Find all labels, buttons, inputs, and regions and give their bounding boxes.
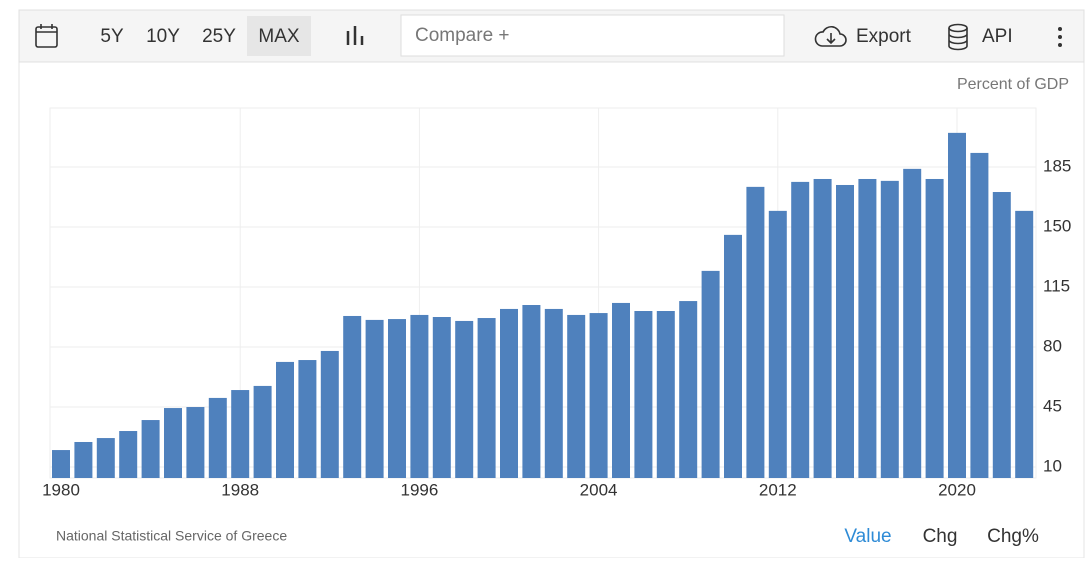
tab[interactable]: Chg (923, 526, 958, 547)
y-tick-label: 10 (1043, 457, 1062, 476)
bar (52, 450, 70, 478)
x-tick-label: 2004 (580, 480, 618, 499)
bar (1015, 210, 1034, 478)
bar (320, 350, 339, 478)
bar (701, 270, 720, 478)
bar (500, 308, 518, 478)
bar (903, 168, 922, 478)
y-tick-label: 185 (1043, 156, 1071, 175)
y-tick-label: 80 (1043, 336, 1062, 355)
bar (365, 319, 384, 478)
active-range (247, 16, 311, 56)
bar (544, 308, 563, 478)
bar (679, 301, 698, 478)
x-tick-label: 1996 (400, 480, 438, 499)
bar (858, 178, 877, 478)
bar (880, 180, 899, 478)
y-tick-label: 45 (1043, 397, 1062, 416)
bar (612, 302, 630, 478)
bar (186, 407, 205, 478)
bar (119, 431, 138, 478)
bar (164, 408, 182, 478)
unit-label: Percent of GDP (957, 76, 1069, 93)
bar (410, 314, 429, 478)
api-icon[interactable] (948, 23, 968, 51)
plot-area (49, 107, 1037, 479)
bar (746, 186, 765, 478)
bar (208, 397, 227, 478)
bar (432, 317, 451, 478)
x-tick-label: 2012 (759, 480, 797, 499)
bar (925, 178, 944, 478)
source: National Statistical Service of Greece (56, 528, 287, 544)
y-tick-label: 150 (1043, 216, 1071, 235)
plot: 10 45 80 115 150 185 1980 1988 1996 2004 2012 2020 (42, 107, 1071, 499)
bar (724, 234, 742, 478)
bar (343, 315, 362, 478)
bar (96, 438, 115, 478)
compare-placeholder: Compare + (415, 25, 510, 46)
bar (948, 132, 966, 479)
bar (74, 441, 93, 478)
bar (836, 184, 854, 478)
bar (388, 319, 406, 478)
export-button[interactable]: Export (856, 26, 912, 47)
bar (768, 210, 787, 478)
bar (141, 420, 160, 478)
x-tick-label: 2020 (938, 480, 976, 499)
range-button[interactable]: 5Y (100, 26, 124, 47)
range-button[interactable]: 10Y (146, 26, 180, 47)
bar (455, 320, 474, 478)
y-tick-label: 115 (1043, 276, 1070, 295)
bar (567, 314, 586, 478)
bar (253, 385, 272, 478)
range-button[interactable]: MAX (258, 26, 300, 47)
more-menu[interactable] (1058, 27, 1062, 47)
compare-input[interactable] (400, 14, 785, 57)
bar (634, 311, 653, 478)
x-tick-label: 1988 (221, 480, 259, 499)
bar (477, 318, 496, 478)
export-icon[interactable] (814, 26, 847, 47)
tab[interactable]: Value (844, 526, 891, 547)
bar (656, 311, 675, 478)
x-tick-label: 1980 (42, 480, 80, 499)
range-button[interactable]: 25Y (202, 26, 236, 47)
bar (522, 305, 541, 478)
bar (992, 192, 1011, 478)
bar (276, 361, 294, 478)
bar (231, 390, 250, 478)
bar (970, 152, 989, 479)
calendar-icon[interactable] (35, 24, 58, 48)
bar (589, 313, 608, 478)
chart-type-icon[interactable] (346, 26, 364, 45)
bar (298, 360, 317, 478)
tab[interactable]: Chg% (987, 526, 1039, 547)
bar (791, 181, 810, 478)
bar (813, 178, 832, 478)
api-button[interactable]: API (982, 26, 1013, 47)
